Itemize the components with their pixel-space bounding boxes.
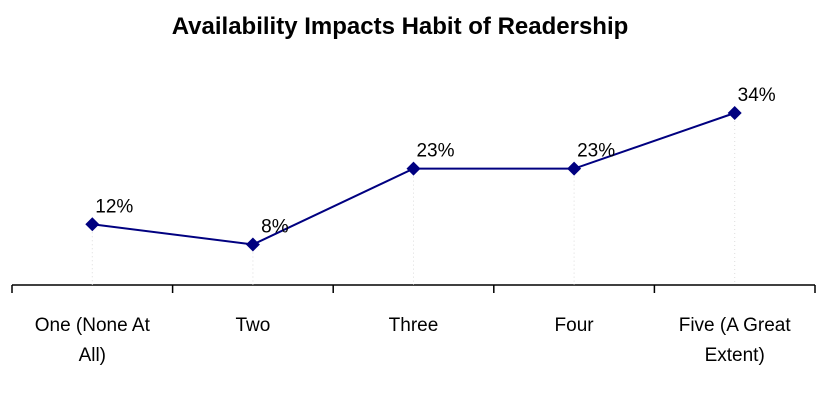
data-label: 23% [416,141,454,162]
x-tick-label: Two [235,315,271,336]
x-tick-label: Three [388,315,439,336]
marker [727,106,742,120]
data-label: 12% [95,196,133,217]
marker [406,161,421,176]
x-tick-label: Four [554,315,594,336]
marker [567,161,582,176]
x-tick-label: One (None At All) [34,315,150,366]
marker [245,237,260,252]
data-label: 8% [261,217,289,238]
data-label: 34% [738,85,776,106]
x-tick-label: Five (A Great Extent) [678,315,791,366]
chart-title: Availability Impacts Habit of Readership [172,13,629,40]
marker [85,217,100,232]
data-label: 23% [577,141,615,162]
